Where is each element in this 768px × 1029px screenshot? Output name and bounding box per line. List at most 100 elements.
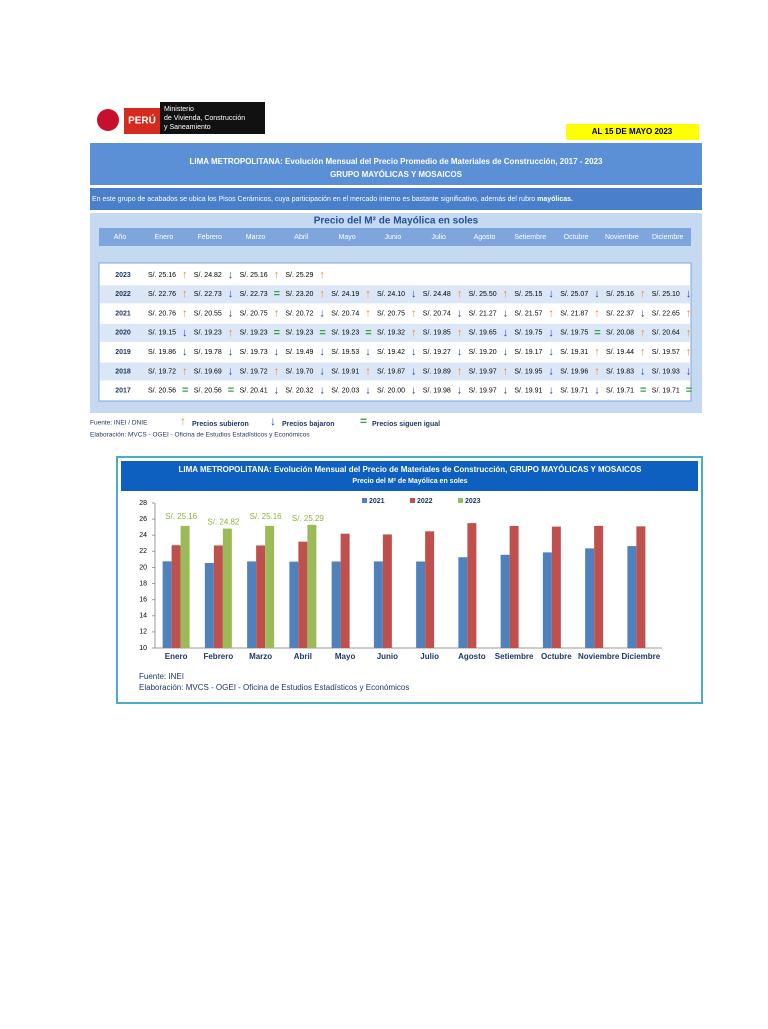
trend-arrow: ↓ <box>365 346 371 358</box>
price-cell: S/. 19.32 <box>377 330 405 337</box>
trend-arrow: = <box>365 327 371 339</box>
title: GRUPO MAYÓLICAS Y MOSAICOS <box>330 170 463 179</box>
trend-arrow: ↓ <box>319 346 325 358</box>
bar <box>265 525 275 648</box>
column-header: Enero <box>155 234 174 241</box>
bar <box>585 548 595 648</box>
trend-arrow: ↓ <box>594 288 600 300</box>
price-cell: S/. 19.97 <box>469 368 497 375</box>
trend-arrow: ↓ <box>365 385 371 397</box>
legend-text: Precios subieron <box>192 421 249 428</box>
trend-arrow: ↑ <box>457 327 463 339</box>
source: Elaboración: MVCS - OGEI - Oficina de Es… <box>90 432 310 439</box>
price-cell: S/. 22.73 <box>240 291 268 298</box>
price-cell: S/. 20.64 <box>652 330 680 337</box>
logo-peru-box <box>124 108 160 134</box>
legend-symbol: ↓ <box>270 414 276 428</box>
bar <box>307 524 317 648</box>
row-stripe <box>100 362 690 381</box>
trend-arrow: = <box>274 288 280 300</box>
price-cell: S/. 19.23 <box>285 330 313 337</box>
bar <box>298 541 308 648</box>
trend-arrow: ↓ <box>503 346 509 358</box>
row-year: 2017 <box>115 388 131 395</box>
bar <box>542 552 552 648</box>
y-tick-label: 16 <box>139 597 147 604</box>
x-tick-label: Setiembre <box>495 652 534 661</box>
trend-arrow: ↑ <box>503 288 509 300</box>
column-header: Julio <box>431 234 446 241</box>
bar <box>180 525 190 648</box>
trend-arrow: ↓ <box>228 269 234 281</box>
trend-arrow: ↓ <box>228 308 234 320</box>
logo-peru: PERÚ <box>128 114 156 127</box>
trend-arrow: ↑ <box>319 269 325 281</box>
price-cell: S/. 19.89 <box>423 368 451 375</box>
intro: En este grupo de acabados se ubica los P… <box>92 196 573 203</box>
trend-arrow: = <box>594 327 600 339</box>
bar <box>467 523 477 648</box>
price-cell: S/. 19.72 <box>240 368 268 375</box>
price-cell: S/. 19.69 <box>194 368 222 375</box>
ministry: de Vivienda, Construcción <box>164 115 245 122</box>
price-cell: S/. 20.03 <box>331 388 359 395</box>
y-tick-label: 24 <box>139 532 147 539</box>
row-stripe <box>100 285 690 304</box>
trend-arrow: ↓ <box>182 346 188 358</box>
column-header: Febrero <box>197 234 222 241</box>
price-cell: S/. 20.72 <box>285 310 313 317</box>
price-cell: S/. 20.32 <box>285 388 313 395</box>
trend-arrow: ↑ <box>686 327 692 339</box>
y-tick-label: 14 <box>139 613 147 620</box>
title-box <box>90 143 702 185</box>
trend-arrow: ↑ <box>274 365 280 377</box>
price-cell: S/. 20.76 <box>148 310 176 317</box>
trend-arrow: ↓ <box>319 385 325 397</box>
price-cell: S/. 19.57 <box>652 349 680 356</box>
trend-arrow: ↑ <box>274 308 280 320</box>
column-header: Mayo <box>339 234 356 241</box>
trend-arrow: ↓ <box>548 385 554 397</box>
price-cell: S/. 19.23 <box>240 330 268 337</box>
trend-arrow: ↓ <box>411 346 417 358</box>
price-cell: S/. 19.53 <box>331 349 359 356</box>
price-cell: S/. 19.73 <box>240 349 268 356</box>
y-tick-label: 20 <box>139 564 147 571</box>
trend-arrow: ↓ <box>640 365 646 377</box>
trend-arrow: ↑ <box>228 327 234 339</box>
trend-arrow: ↓ <box>274 385 280 397</box>
price-cell: S/. 19.85 <box>423 330 451 337</box>
legend-swatch <box>362 498 367 503</box>
price-cell: S/. 20.75 <box>240 310 268 317</box>
trend-arrow: ↓ <box>457 346 463 358</box>
price-cell: S/. 22.73 <box>194 291 222 298</box>
row-year: 2022 <box>115 291 131 298</box>
price-cell: S/. 19.93 <box>652 368 680 375</box>
title: LIMA METROPOLITANA: Evolución Mensual de… <box>190 157 604 166</box>
price-cell: S/. 19.15 <box>148 330 176 337</box>
trend-arrow: ↓ <box>411 365 417 377</box>
table-header-bg <box>99 228 691 246</box>
trend-arrow: ↓ <box>686 288 692 300</box>
trend-arrow: ↓ <box>228 346 234 358</box>
price-cell: S/. 25.50 <box>469 291 497 298</box>
price-cell: S/. 20.56 <box>194 388 222 395</box>
price-cell: S/. 19.71 <box>652 388 680 395</box>
legend-swatch <box>410 498 415 503</box>
y-tick-label: 12 <box>139 629 147 636</box>
bar <box>247 561 257 648</box>
price-cell: S/. 22.76 <box>148 291 176 298</box>
trend-arrow: ↑ <box>548 308 554 320</box>
price-cell: S/. 20.75 <box>377 310 405 317</box>
price-cell: S/. 19.78 <box>194 349 222 356</box>
chart-title-box <box>121 461 698 491</box>
bar <box>382 534 392 648</box>
price-cell: S/. 20.74 <box>331 310 359 317</box>
value-label: S/. 25.29 <box>292 514 325 523</box>
price-cell: S/. 19.23 <box>194 330 222 337</box>
price-cell: S/. 25.29 <box>285 272 313 279</box>
trend-arrow: ↑ <box>640 327 646 339</box>
price-cell: S/. 22.37 <box>606 310 634 317</box>
chart-footer: Fuente: INEI <box>139 672 184 681</box>
